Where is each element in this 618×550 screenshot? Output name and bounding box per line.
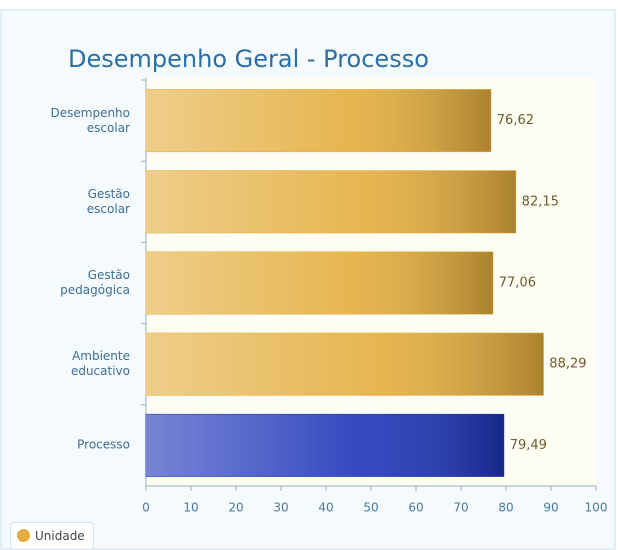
x-tick-label: 0 — [142, 501, 150, 515]
bar-shine — [146, 89, 491, 152]
y-tick-label: Gestão pedagógica — [60, 268, 130, 297]
x-tick-label: 40 — [318, 501, 333, 515]
x-tick-label: 90 — [543, 501, 558, 515]
bar-shine — [146, 252, 493, 314]
legend-swatch — [17, 529, 30, 542]
y-tick-label: Processo — [77, 437, 130, 452]
x-tick-label: 70 — [453, 501, 468, 515]
value-label: 76,62 — [497, 113, 534, 128]
bar-shine — [146, 170, 516, 233]
x-tick-label: 100 — [585, 501, 608, 515]
x-tick-label: 50 — [363, 501, 378, 515]
value-label: 79,49 — [510, 438, 547, 453]
value-label: 88,29 — [549, 357, 586, 372]
y-tick-label: Desempenho escolar — [50, 105, 131, 135]
y-tick-label: Ambiente educativo — [70, 349, 130, 379]
value-label: 82,15 — [522, 194, 559, 209]
bar-shine — [146, 333, 544, 396]
legend-label: Unidade — [35, 529, 85, 543]
value-label: 77,06 — [499, 276, 536, 291]
bar-shine — [146, 414, 504, 477]
y-tick-label: Gestão escolar — [86, 186, 130, 216]
legend: Unidade — [10, 522, 94, 550]
x-tick-label: 10 — [183, 501, 198, 515]
x-tick-label: 80 — [498, 501, 513, 515]
chart-title: Desempenho Geral - Processo — [68, 45, 429, 73]
x-tick-label: 20 — [228, 501, 243, 515]
x-tick-label: 30 — [273, 501, 288, 515]
x-tick-label: 60 — [408, 501, 423, 515]
